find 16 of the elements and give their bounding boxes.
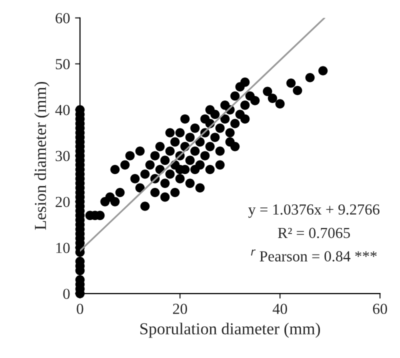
annotation: $^{r}$ Pearson = 0.84 *** <box>251 249 377 262</box>
y-tick-label: 0 <box>63 288 70 300</box>
x-axis-title: Sporulation diameter (mm) <box>140 322 320 338</box>
y-tick-label: 20 <box>56 196 70 208</box>
x-tick-label: 20 <box>173 304 188 314</box>
y-axis-title: Lesion diameter (mm) <box>34 82 50 230</box>
y-tick-label: 10 <box>56 242 70 254</box>
annotation: y = 1.0376x + 9.2766 <box>248 204 380 218</box>
x-tick-label: 40 <box>272 304 288 314</box>
y-tick-label: 60 <box>56 13 70 24</box>
annotation: R² = 0.7065 <box>278 228 350 238</box>
x-tick-label: 0 <box>76 304 84 314</box>
y-tick-label: 50 <box>56 58 70 70</box>
y-tick-label: 40 <box>55 104 70 116</box>
x-tick-label: 60 <box>373 304 388 314</box>
y-tick-label: 30 <box>56 150 70 162</box>
